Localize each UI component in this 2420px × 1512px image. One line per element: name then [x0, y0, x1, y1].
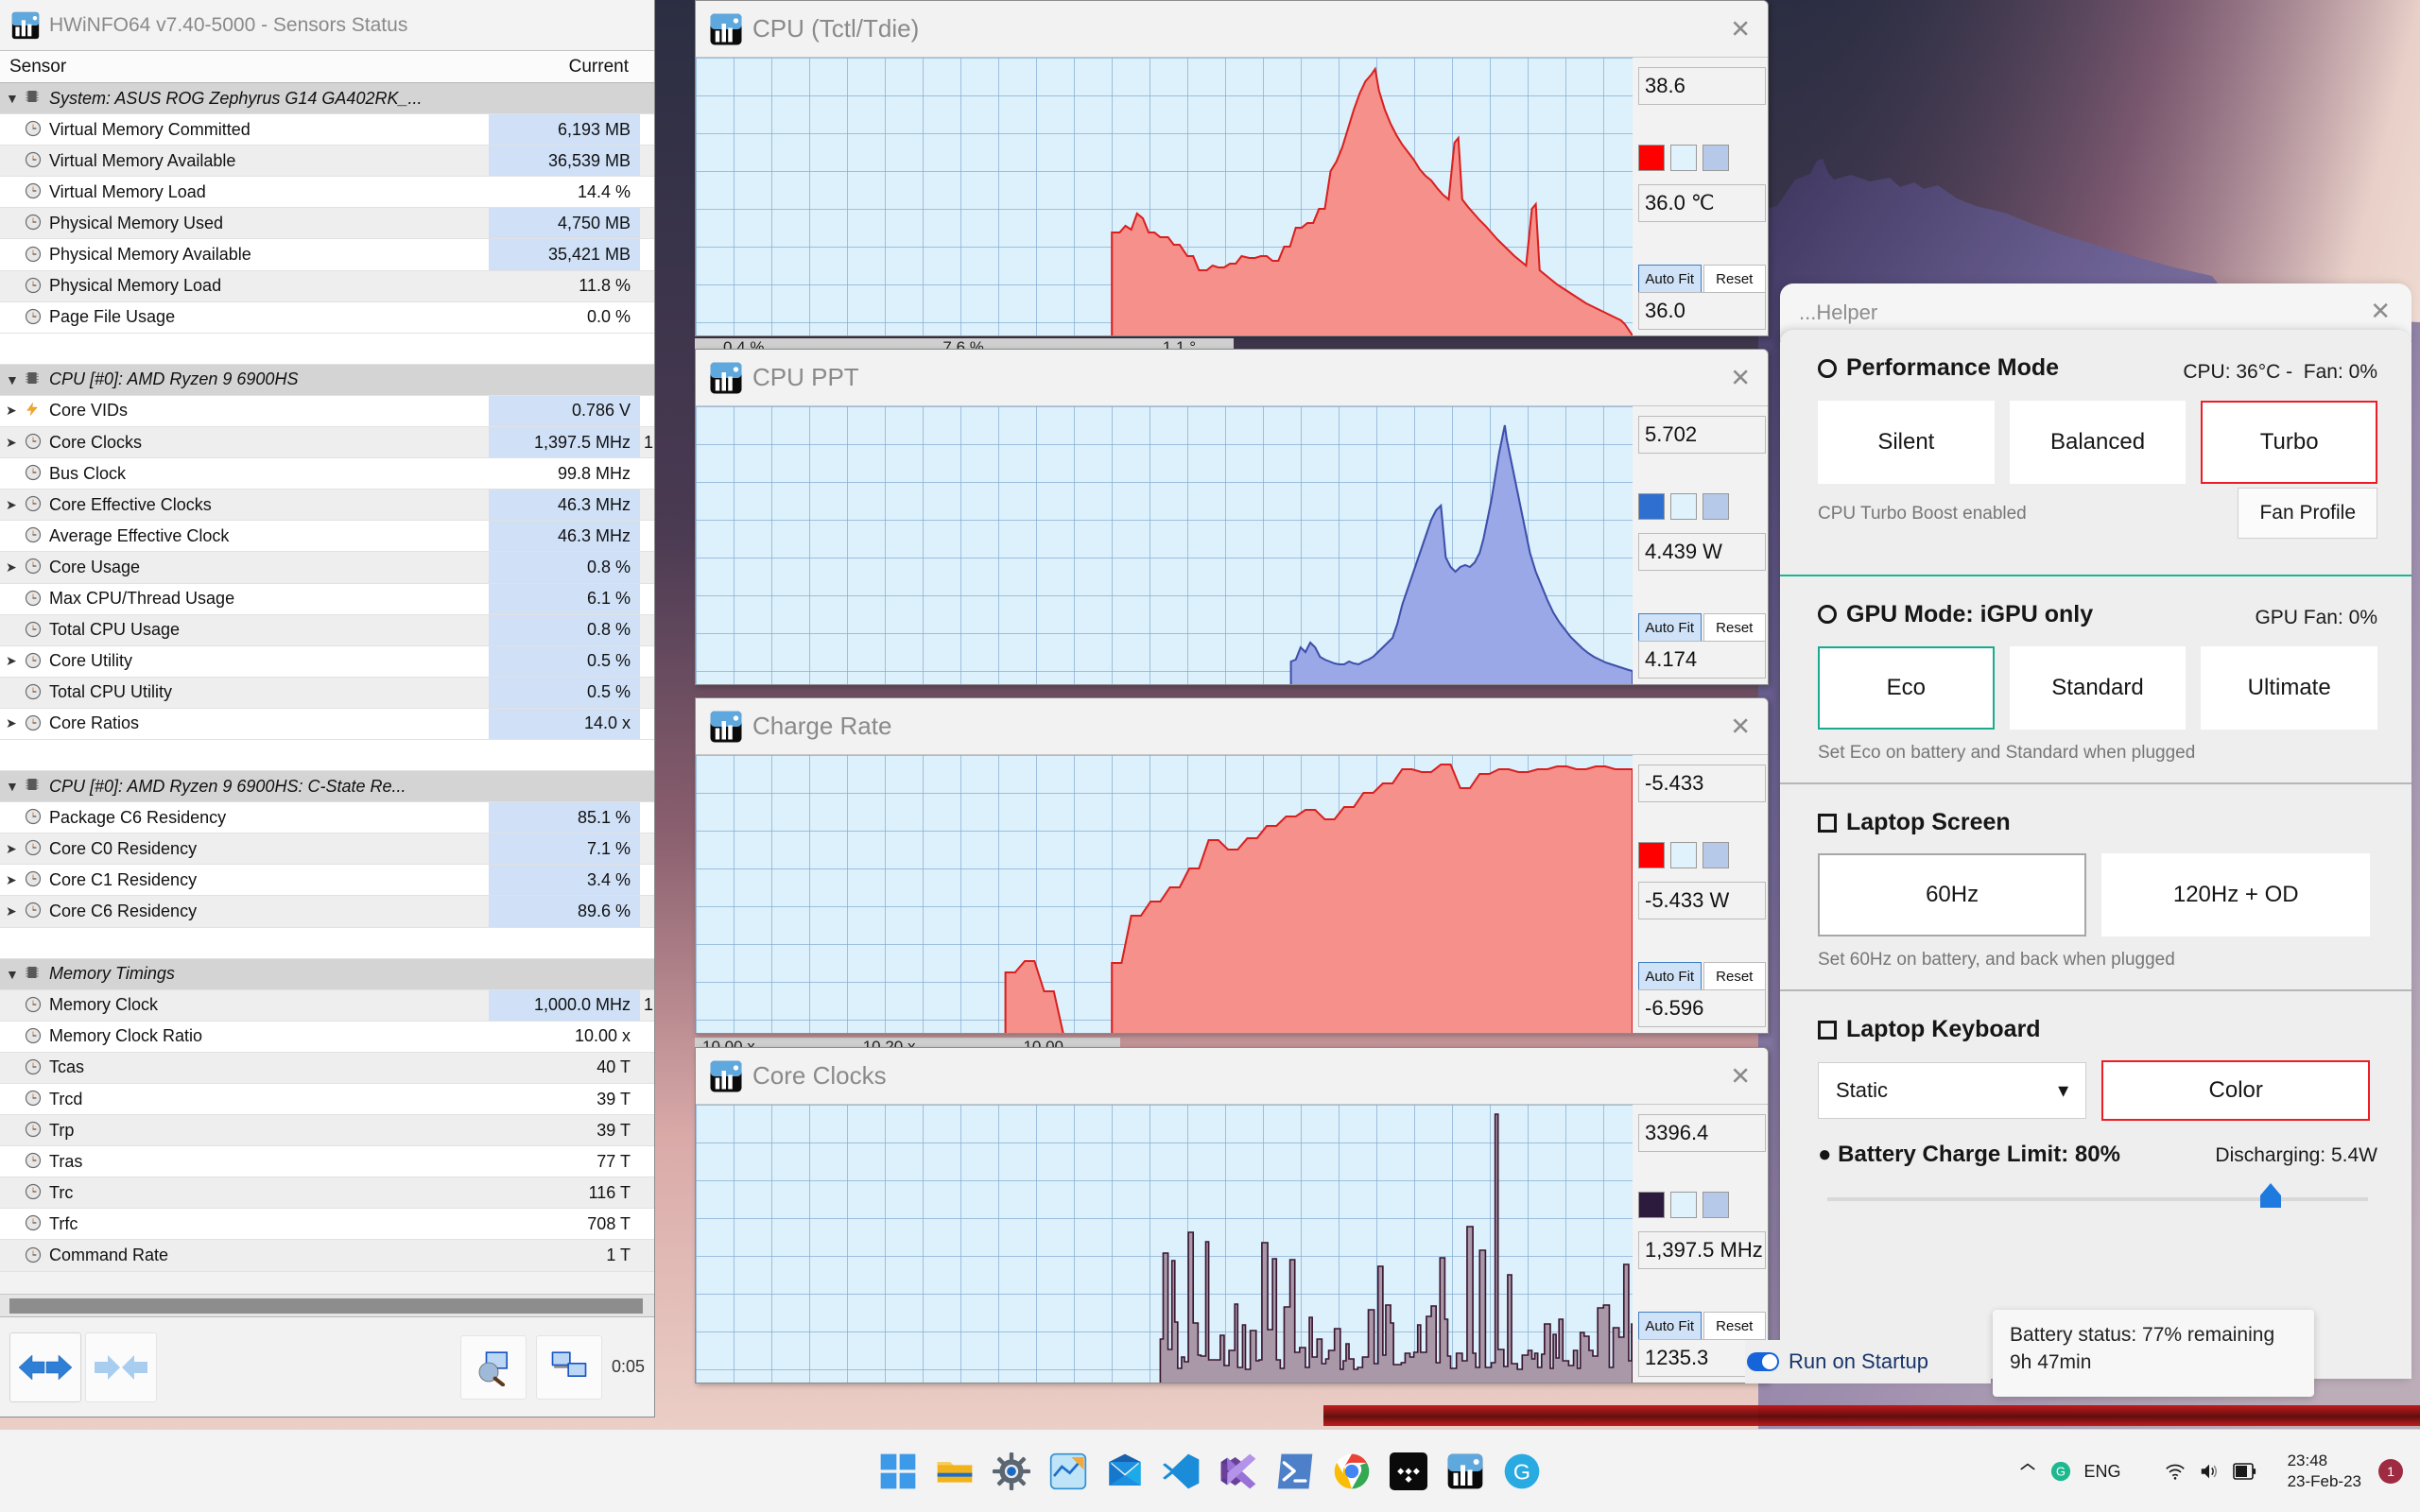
- svg-text:G: G: [1513, 1459, 1530, 1484]
- svg-text:G: G: [2056, 1465, 2066, 1479]
